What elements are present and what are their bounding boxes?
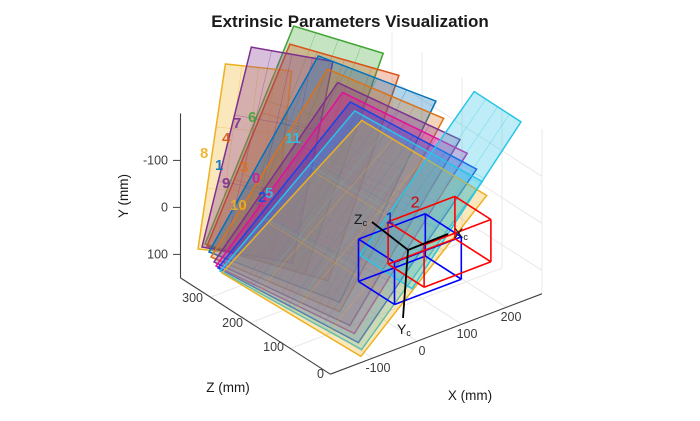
svg-text:10: 10 [230, 197, 247, 214]
svg-text:0: 0 [419, 344, 426, 358]
svg-text:-100: -100 [365, 361, 390, 375]
svg-text:9: 9 [222, 175, 230, 192]
svg-text:11: 11 [285, 130, 301, 147]
svg-text:Y (mm): Y (mm) [116, 174, 131, 218]
svg-text:-100: -100 [143, 154, 168, 168]
svg-text:0: 0 [252, 170, 260, 187]
svg-text:200: 200 [501, 310, 522, 324]
svg-text:200: 200 [222, 316, 243, 330]
svg-text:100: 100 [263, 340, 284, 354]
svg-text:6: 6 [248, 109, 256, 126]
svg-text:3: 3 [240, 159, 248, 176]
svg-text:2: 2 [411, 195, 420, 212]
svg-text:0: 0 [317, 367, 324, 381]
svg-text:1: 1 [385, 210, 394, 227]
svg-text:5: 5 [265, 185, 273, 202]
svg-text:1: 1 [215, 157, 223, 174]
svg-text:4: 4 [222, 130, 231, 147]
svg-text:7: 7 [233, 115, 241, 132]
svg-text:Z (mm): Z (mm) [206, 380, 249, 395]
svg-text:8: 8 [200, 145, 208, 162]
svg-text:100: 100 [147, 248, 168, 262]
svg-text:0: 0 [161, 201, 168, 215]
svg-text:300: 300 [182, 291, 203, 305]
svg-text:100: 100 [457, 327, 478, 341]
svg-text:X (mm): X (mm) [448, 388, 492, 403]
